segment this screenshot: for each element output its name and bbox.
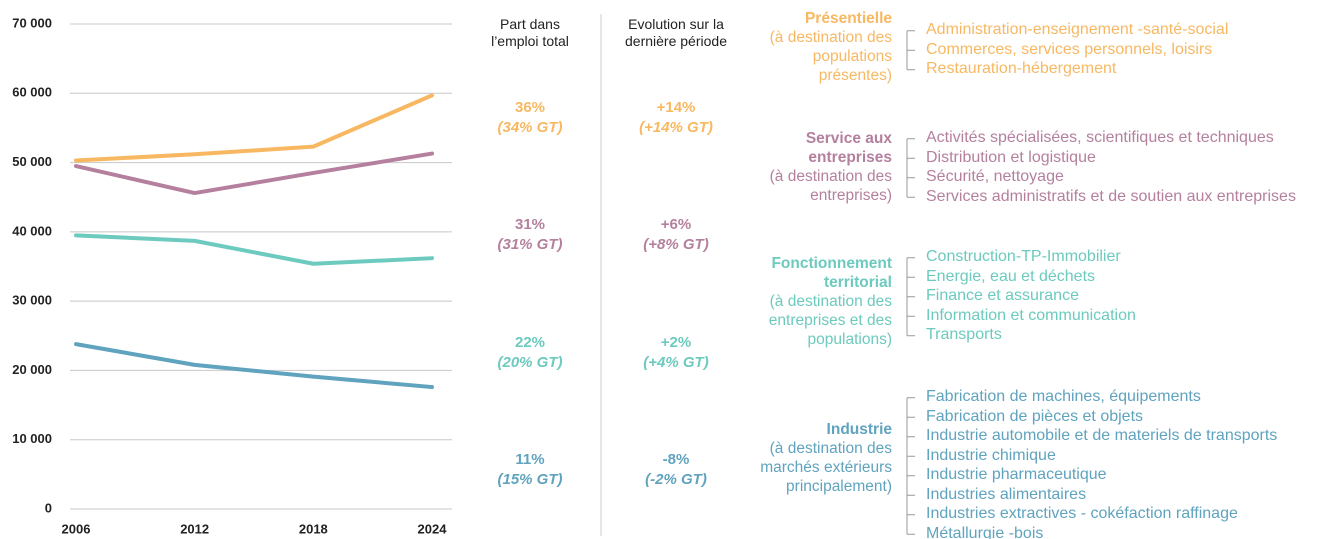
group-item: Administration-enseignement -santé-socia… — [926, 21, 1229, 38]
group-item: Activités spécialisées, scientifiques et… — [926, 129, 1274, 146]
group-item: Industrie pharmaceutique — [926, 466, 1107, 483]
group-item: Finance et assurance — [926, 287, 1079, 304]
value-main: -8% — [662, 451, 690, 468]
group-item: Métallurgie -bois — [926, 524, 1044, 539]
y-tick-label: 60 000 — [12, 85, 52, 100]
value-gt: (20% GT) — [497, 354, 563, 371]
header-line: dernière période — [625, 33, 727, 49]
group-item: Fabrication de machines, équipements — [926, 388, 1201, 405]
group-description: (à destination des entreprises et des po… — [768, 293, 892, 348]
group-description: (à destination des populations présentes… — [769, 29, 892, 84]
column-header: Evolution sur la dernière période — [606, 16, 746, 50]
y-tick-label: 30 000 — [12, 293, 52, 308]
group-item: Energie, eau et déchets — [926, 267, 1096, 285]
group-item: Transports — [926, 326, 1002, 343]
group-item: Industrie automobile et de materiels de … — [926, 427, 1278, 444]
value-main: 22% — [514, 334, 546, 351]
group-item: Industries alimentaires — [926, 485, 1087, 503]
group-title: Industrie — [826, 421, 892, 438]
header-line: l’emploi total — [491, 33, 569, 49]
group-item: Industrie chimique — [926, 446, 1056, 464]
group-title: Présentielle — [804, 10, 892, 27]
value-gt: (34% GT) — [497, 119, 563, 136]
group-label: Industrie (à destination des marchés exté… — [740, 420, 892, 496]
group-description: (à destination des marchés extérieurs pr… — [760, 440, 892, 495]
x-tick-label: 2018 — [299, 521, 328, 536]
group-item: Construction-TP-Immobilier — [926, 248, 1121, 265]
group-item: Restauration-hébergement — [926, 60, 1117, 77]
y-tick-label: 0 — [45, 500, 52, 515]
value-gt: (+4% GT) — [643, 354, 709, 371]
group-value: 22% (20% GT) — [460, 333, 600, 373]
group-value: +2% (+4% GT) — [606, 333, 746, 373]
series-line — [74, 342, 434, 390]
y-tick-label: 20 000 — [12, 362, 52, 377]
group-title: Service aux entreprises — [805, 130, 892, 166]
group-item: Distribution et logistique — [926, 148, 1096, 166]
value-main: 11% — [515, 451, 545, 468]
series-line — [74, 233, 434, 266]
group-description: (à destination des entreprises) — [769, 168, 892, 204]
x-tick-label: 2006 — [62, 521, 91, 536]
group-label: Service aux entreprises (à destination de… — [740, 129, 892, 205]
group-item: Commerces, services personnels, loisirs — [926, 40, 1213, 58]
group-value: 36% (34% GT) — [460, 98, 600, 138]
column-header: Part dans l’emploi total — [460, 16, 600, 50]
value-main: +2% — [660, 334, 692, 351]
y-tick-label: 70 000 — [12, 15, 52, 30]
series-line — [74, 151, 434, 196]
value-gt: (31% GT) — [497, 236, 563, 253]
value-gt: (+8% GT) — [643, 236, 709, 253]
y-tick-label: 40 000 — [12, 223, 52, 238]
x-tick-label: 2024 — [418, 521, 448, 536]
y-tick-label: 10 000 — [12, 431, 52, 446]
value-main: +6% — [660, 216, 692, 233]
value-main: 36% — [514, 99, 546, 116]
group-value: +6% (+8% GT) — [606, 215, 746, 255]
x-tick-label: 2012 — [180, 521, 209, 536]
group-label: Fonctionnement territorial (à destination… — [740, 254, 892, 349]
group-item: Sécurité, nettoyage — [926, 168, 1064, 185]
y-tick-label: 50 000 — [12, 154, 52, 169]
header-line: Evolution sur la — [628, 16, 724, 32]
value-gt: (+14% GT) — [639, 119, 713, 136]
group-value: 11% (15% GT) — [460, 450, 600, 490]
value-gt: (-2% GT) — [645, 471, 707, 488]
group-item: Services administratifs et de soutien au… — [926, 187, 1296, 205]
value-gt: (15% GT) — [497, 471, 563, 488]
group-item: Information et communication — [926, 306, 1136, 324]
group-label: Présentielle (à destination des populatio… — [740, 9, 892, 85]
series-line — [74, 93, 434, 163]
group-value: 31% (31% GT) — [460, 215, 600, 255]
header-line: Part dans — [500, 16, 560, 32]
value-main: +14% — [656, 99, 696, 116]
group-value: +14% (+14% GT) — [606, 98, 746, 138]
group-value: -8% (-2% GT) — [606, 450, 746, 490]
value-main: 31% — [514, 216, 546, 233]
group-item: Industries extractives - cokéfaction raf… — [926, 505, 1238, 522]
group-item: Fabrication de pièces et objets — [926, 407, 1144, 425]
group-title: Fonctionnement territorial — [771, 255, 892, 291]
